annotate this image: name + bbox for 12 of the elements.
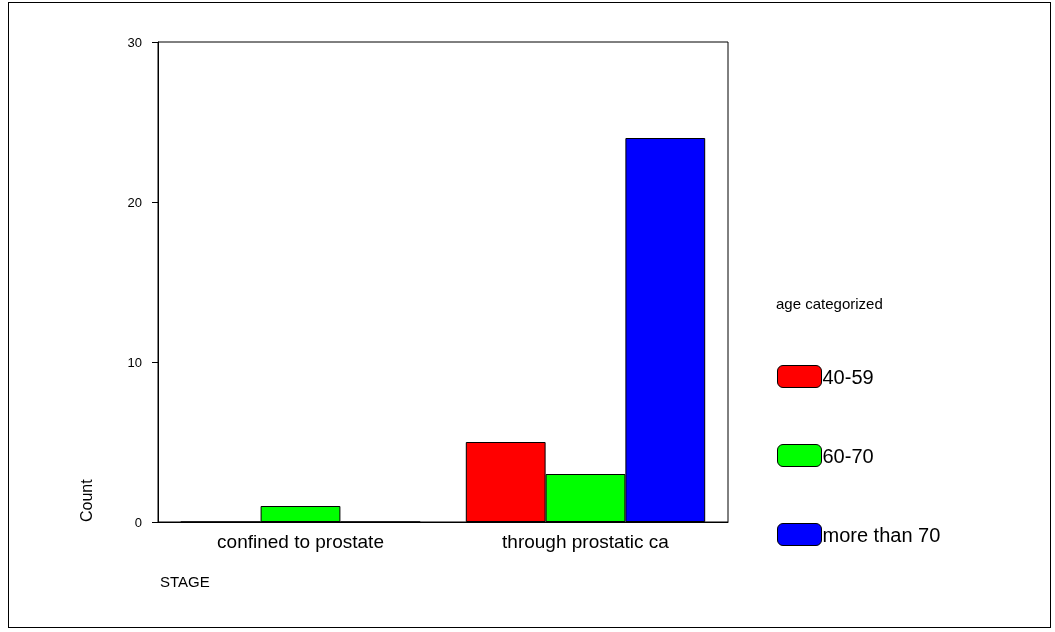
legend-title: age categorized — [776, 295, 883, 312]
y-axis-title: Count — [77, 478, 95, 522]
y-tick-label: 10 — [127, 354, 142, 370]
legend-label: 60-70 — [822, 444, 874, 467]
legend-label: 40-59 — [822, 365, 874, 388]
y-tick-label: 20 — [127, 194, 142, 210]
y-tick-label: 0 — [134, 514, 142, 530]
x-tick-label: confined to prostate — [217, 531, 384, 552]
x-tick-label: through prostatic ca — [502, 531, 670, 552]
y-tick-label: 30 — [127, 34, 142, 50]
legend-label: more than 70 — [822, 523, 941, 546]
x-axis-title: STAGE — [160, 573, 210, 590]
